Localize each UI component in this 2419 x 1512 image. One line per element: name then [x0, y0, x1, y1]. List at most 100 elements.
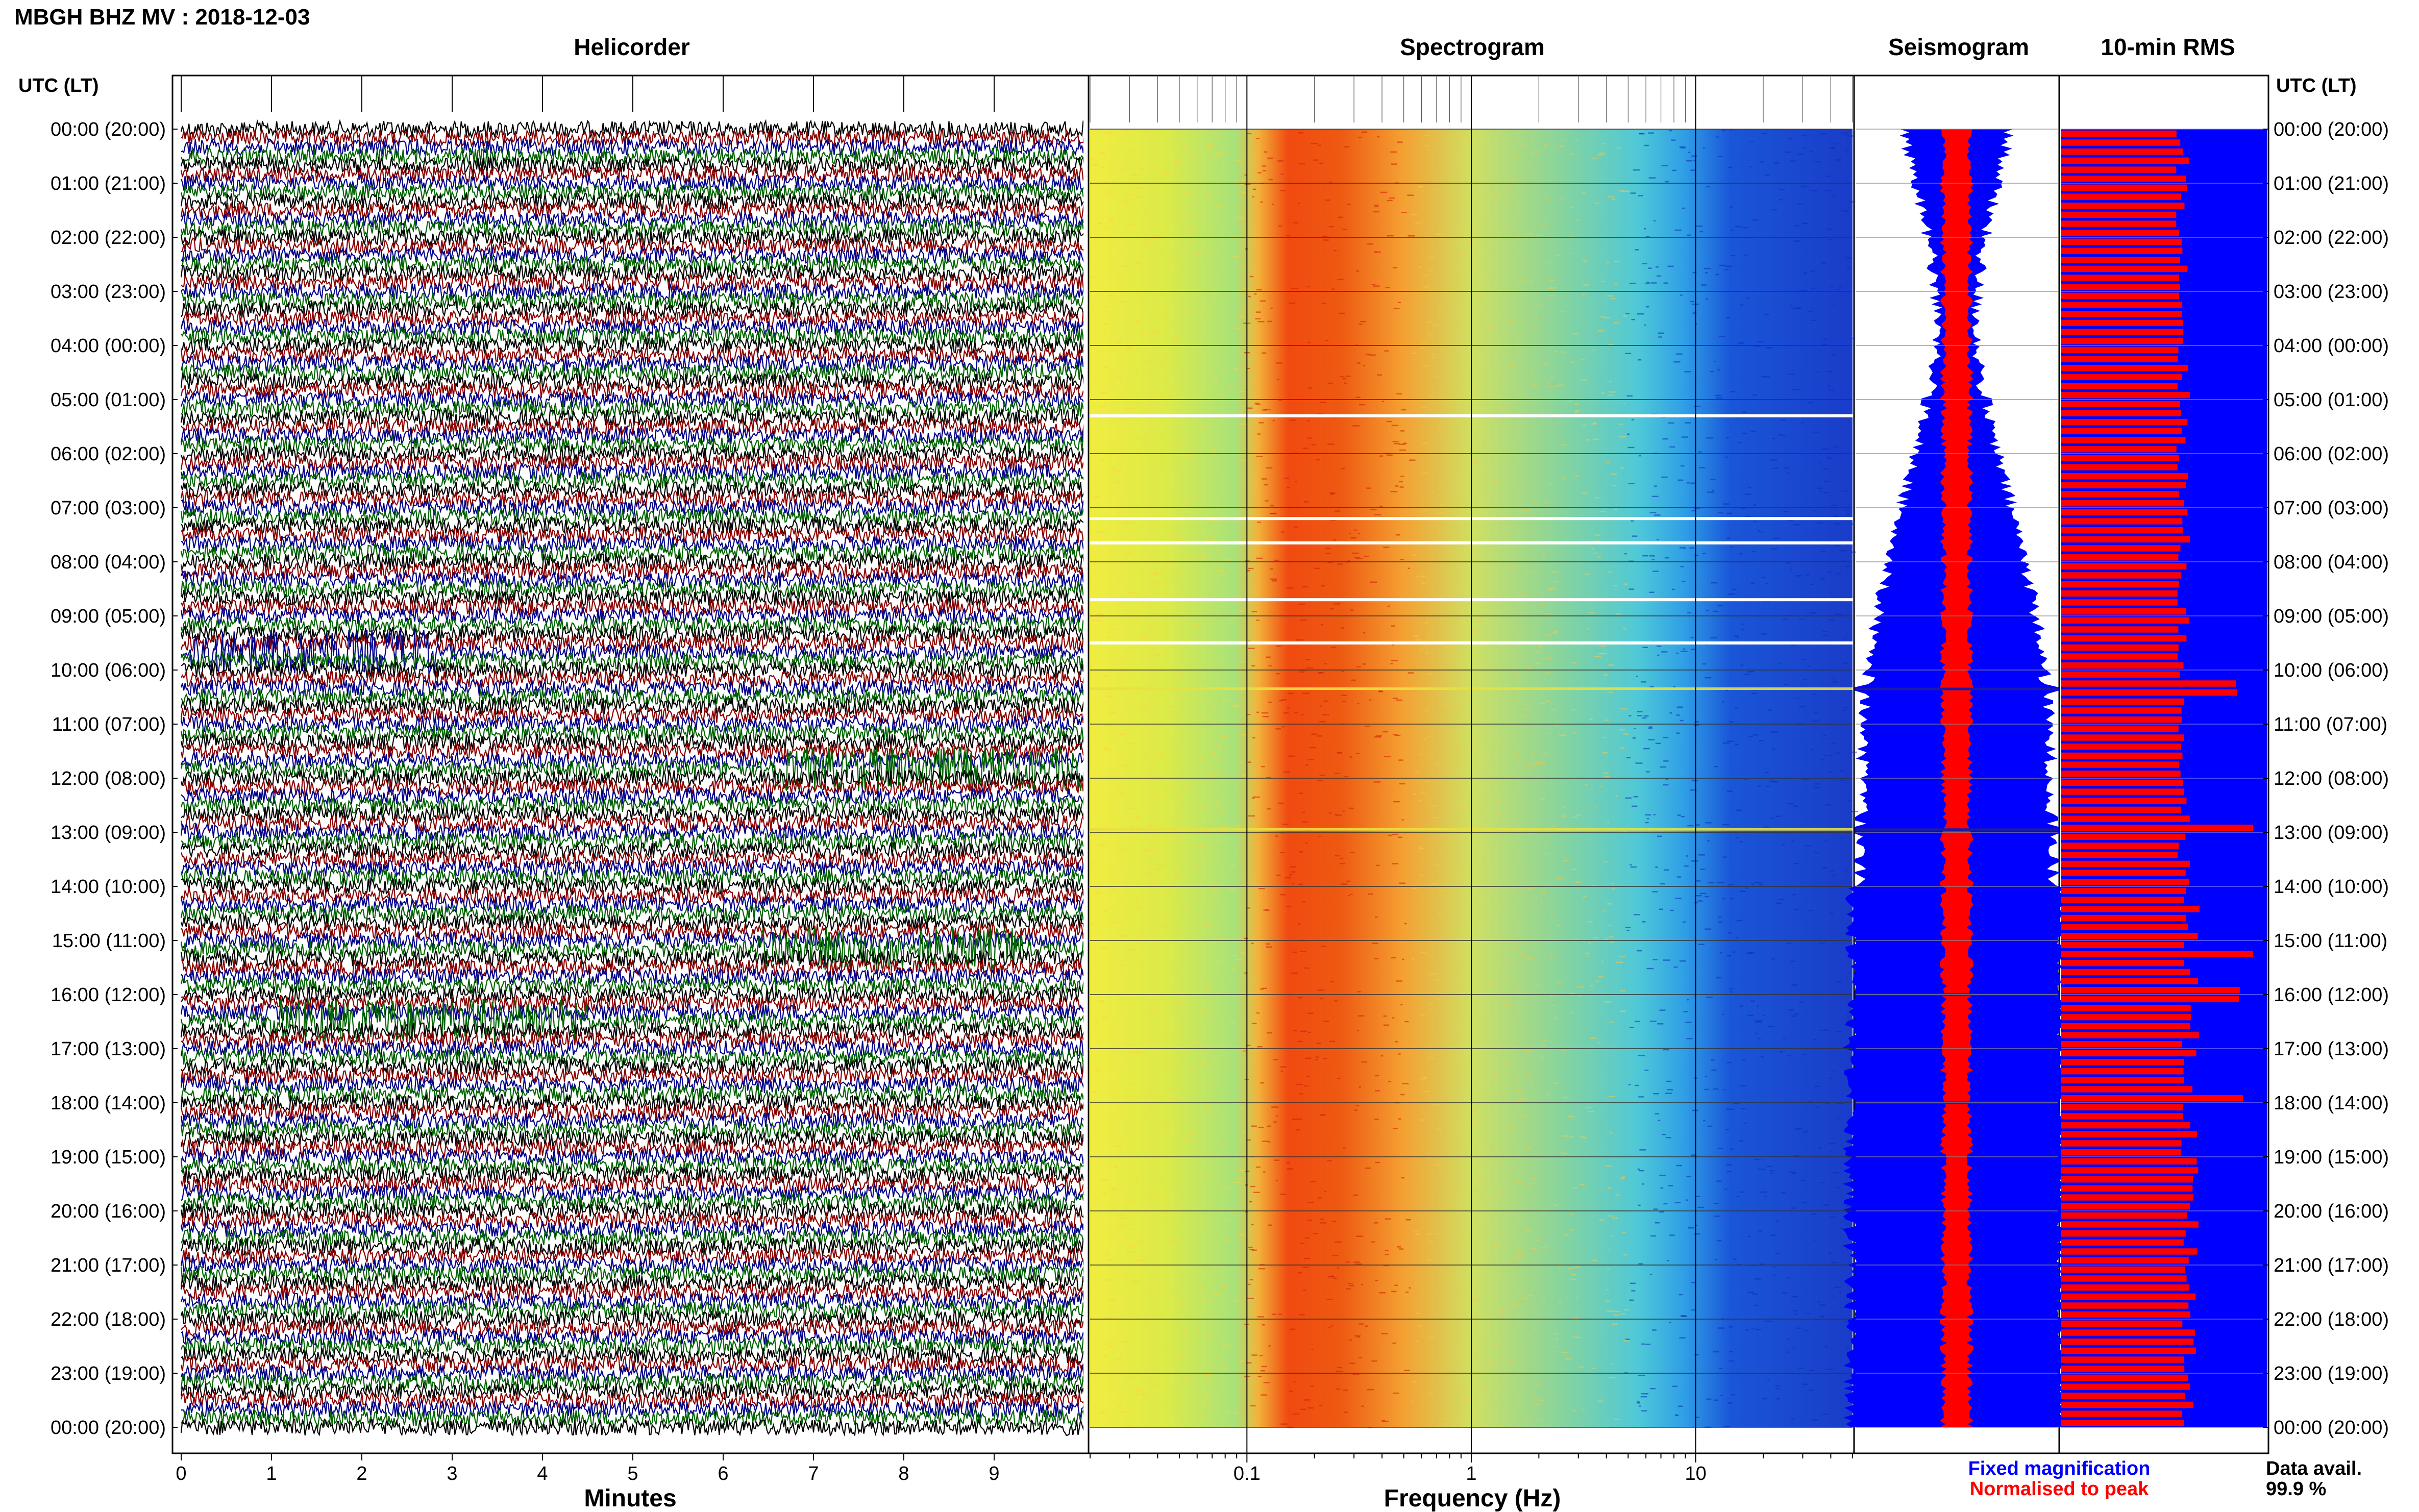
spectrogram-speckle [1368, 893, 1373, 895]
spectrogram-speckle [1223, 1187, 1230, 1189]
spectrogram-speckle [1132, 212, 1137, 213]
spectrogram-speckle [1355, 1263, 1362, 1265]
spectrogram-speckle [1587, 1111, 1594, 1112]
spectrogram-speckle [1441, 941, 1444, 944]
spectrogram-speckle [1182, 992, 1184, 993]
spectrogram-speckle [1393, 734, 1398, 735]
spectrogram-speckle [1274, 559, 1279, 561]
spectrogram-speckle [1625, 353, 1632, 354]
spectrogram-speckle [1297, 1272, 1302, 1274]
spectrogram-speckle [1458, 869, 1465, 870]
spectrogram-speckle [1134, 815, 1140, 817]
left-time-label: 00:00 (20:00) [51, 119, 166, 140]
spectrogram-speckle [1161, 253, 1165, 254]
rms-bar [2061, 346, 2179, 353]
spectrogram-speckle [1345, 376, 1351, 377]
spectrogram-speckle [1111, 181, 1116, 183]
rms-bar [2061, 1293, 2196, 1300]
helicorder-trace-red [180, 344, 1083, 365]
spectrogram-speckle [1331, 288, 1335, 290]
spectrogram-speckle [1095, 893, 1101, 894]
spectrogram-speckle [1732, 588, 1737, 590]
spectrogram-speckle [1413, 635, 1419, 637]
spectrogram-speckle [1450, 581, 1453, 583]
right-time-label: 16:00 (12:00) [2274, 984, 2389, 1006]
spectrogram-speckle [1571, 869, 1576, 870]
spectrogram-speckle [1540, 799, 1545, 800]
spectrogram-speckle [1390, 663, 1393, 664]
spectrogram-speckle [1706, 610, 1709, 611]
spectrogram-speckle [1479, 320, 1486, 322]
spectrogram-speckle [1392, 441, 1399, 442]
spectrogram-speckle [1359, 1323, 1364, 1325]
spectrogram-speckle [1781, 1192, 1786, 1194]
spectrogram-speckle [1291, 871, 1296, 873]
spectrogram-speckle [1725, 265, 1732, 267]
spectrogram-speckle [1546, 658, 1551, 659]
spectrogram-speckle [1145, 1117, 1148, 1119]
spectrogram-speckle [1385, 1218, 1391, 1220]
spectrogram-speckle [1335, 773, 1340, 774]
spectrogram-speckle [1705, 1076, 1708, 1077]
helicorder-trace-blue [180, 930, 1083, 950]
spectrogram-speckle [1376, 735, 1382, 737]
spectrogram-speckle [1554, 1017, 1558, 1019]
spectrogram-speckle [1091, 1092, 1098, 1093]
spectrogram-speckle [1323, 700, 1329, 702]
spectrogram-speckle [1642, 555, 1648, 557]
spectrogram-speckle [1357, 533, 1360, 534]
rms-bar [2061, 1356, 2184, 1363]
spectrogram-speckle [1325, 199, 1330, 201]
spectrogram-speckle [1801, 1202, 1808, 1204]
spectrogram-speckle [1846, 1015, 1851, 1017]
spectrogram-speckle [1102, 182, 1108, 184]
spectrogram-speckle [1548, 280, 1554, 282]
spectrogram-speckle [1429, 1057, 1435, 1059]
spectrogram-speckle [1802, 1053, 1807, 1055]
spectrogram-speckle [1309, 387, 1312, 389]
spectrogram-speckle [1214, 1061, 1221, 1062]
spectrogram-speckle [1237, 337, 1242, 338]
spectrogram-speckle [1115, 1145, 1122, 1147]
spectrogram-speckle [1134, 953, 1137, 955]
spectrogram-speckle [1289, 419, 1296, 421]
helicorder-trace-blue [180, 1255, 1083, 1275]
spectrogram-speckle [1554, 581, 1560, 583]
spectrogram-speckle [1727, 955, 1732, 957]
spectrogram-speckle [1694, 555, 1699, 556]
spectrogram-speckle [1778, 899, 1785, 900]
spectrogram-speckle [1705, 272, 1708, 274]
spectrogram-speckle [1619, 729, 1625, 731]
spectrogram-speckle [1638, 1263, 1643, 1265]
spectrogram-speckle [1200, 1287, 1204, 1290]
spectrogram-speckle [1170, 711, 1177, 712]
right-time-header: UTC (LT) [2276, 75, 2357, 96]
spectrogram-speckle [1137, 320, 1143, 322]
helicorder-trace-green [180, 1120, 1083, 1140]
spectrogram-speckle [1485, 670, 1488, 672]
right-time-label: 07:00 (03:00) [2274, 498, 2389, 519]
spectrogram-speckle [1442, 1244, 1448, 1245]
spectrogram-speckle [1328, 812, 1332, 814]
spectrogram-speckle [1718, 512, 1723, 514]
spectrogram-speckle [1205, 1393, 1208, 1395]
spectrogram-speckle [1105, 1317, 1113, 1319]
spectrogram-speckle [1378, 1292, 1386, 1294]
freq-tick-label: 0.1 [1233, 1463, 1261, 1484]
spectrogram-speckle [1392, 863, 1399, 864]
spectrogram-speckle [1755, 1304, 1759, 1306]
spectrogram-speckle [1691, 1154, 1697, 1156]
spectrogram-speckle [1395, 734, 1401, 736]
spectrogram-speckle [1823, 468, 1829, 469]
spectrogram-speckle [1811, 749, 1814, 751]
helicorder-trace-blue [181, 1327, 1083, 1347]
spectrogram-speckle [1221, 826, 1228, 828]
spectrogram-speckle [1520, 425, 1525, 427]
spectrogram-speckle [1334, 250, 1337, 252]
spectrogram-speckle [1511, 156, 1519, 157]
spectrogram-speckle [1530, 153, 1535, 155]
spectrogram-speckle [1342, 701, 1346, 702]
spectrogram-speckle [1238, 1107, 1243, 1108]
spectrogram-speckle [1323, 239, 1329, 241]
spectrogram-speckle [1111, 1318, 1118, 1319]
